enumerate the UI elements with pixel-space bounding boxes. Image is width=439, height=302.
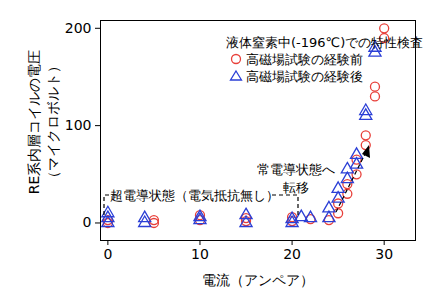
svg-text:200: 200 — [65, 20, 92, 36]
svg-text:常電導状態へ転移: 常電導状態へ転移 — [257, 162, 335, 195]
svg-text:液体窒素中(-196℃)での特性検査: 液体窒素中(-196℃)での特性検査 — [226, 35, 423, 50]
svg-text:RE系内層コイルの電圧（マイクロボルト）: RE系内層コイルの電圧（マイクロボルト） — [26, 50, 61, 195]
svg-text:100: 100 — [65, 117, 92, 133]
svg-text:高磁場試験の経験前: 高磁場試験の経験前 — [246, 52, 363, 67]
svg-text:0: 0 — [103, 246, 112, 262]
svg-text:超電導状態（電気抵抗無し）: 超電導状態（電気抵抗無し） — [110, 188, 279, 203]
svg-text:電流（アンペア）: 電流（アンペア） — [202, 272, 314, 288]
svg-text:0: 0 — [83, 214, 92, 230]
svg-text:20: 20 — [283, 246, 301, 262]
svg-text:30: 30 — [375, 246, 393, 262]
svg-text:高磁場試験の経験後: 高磁場試験の経験後 — [246, 69, 363, 84]
svg-text:10: 10 — [191, 246, 209, 262]
